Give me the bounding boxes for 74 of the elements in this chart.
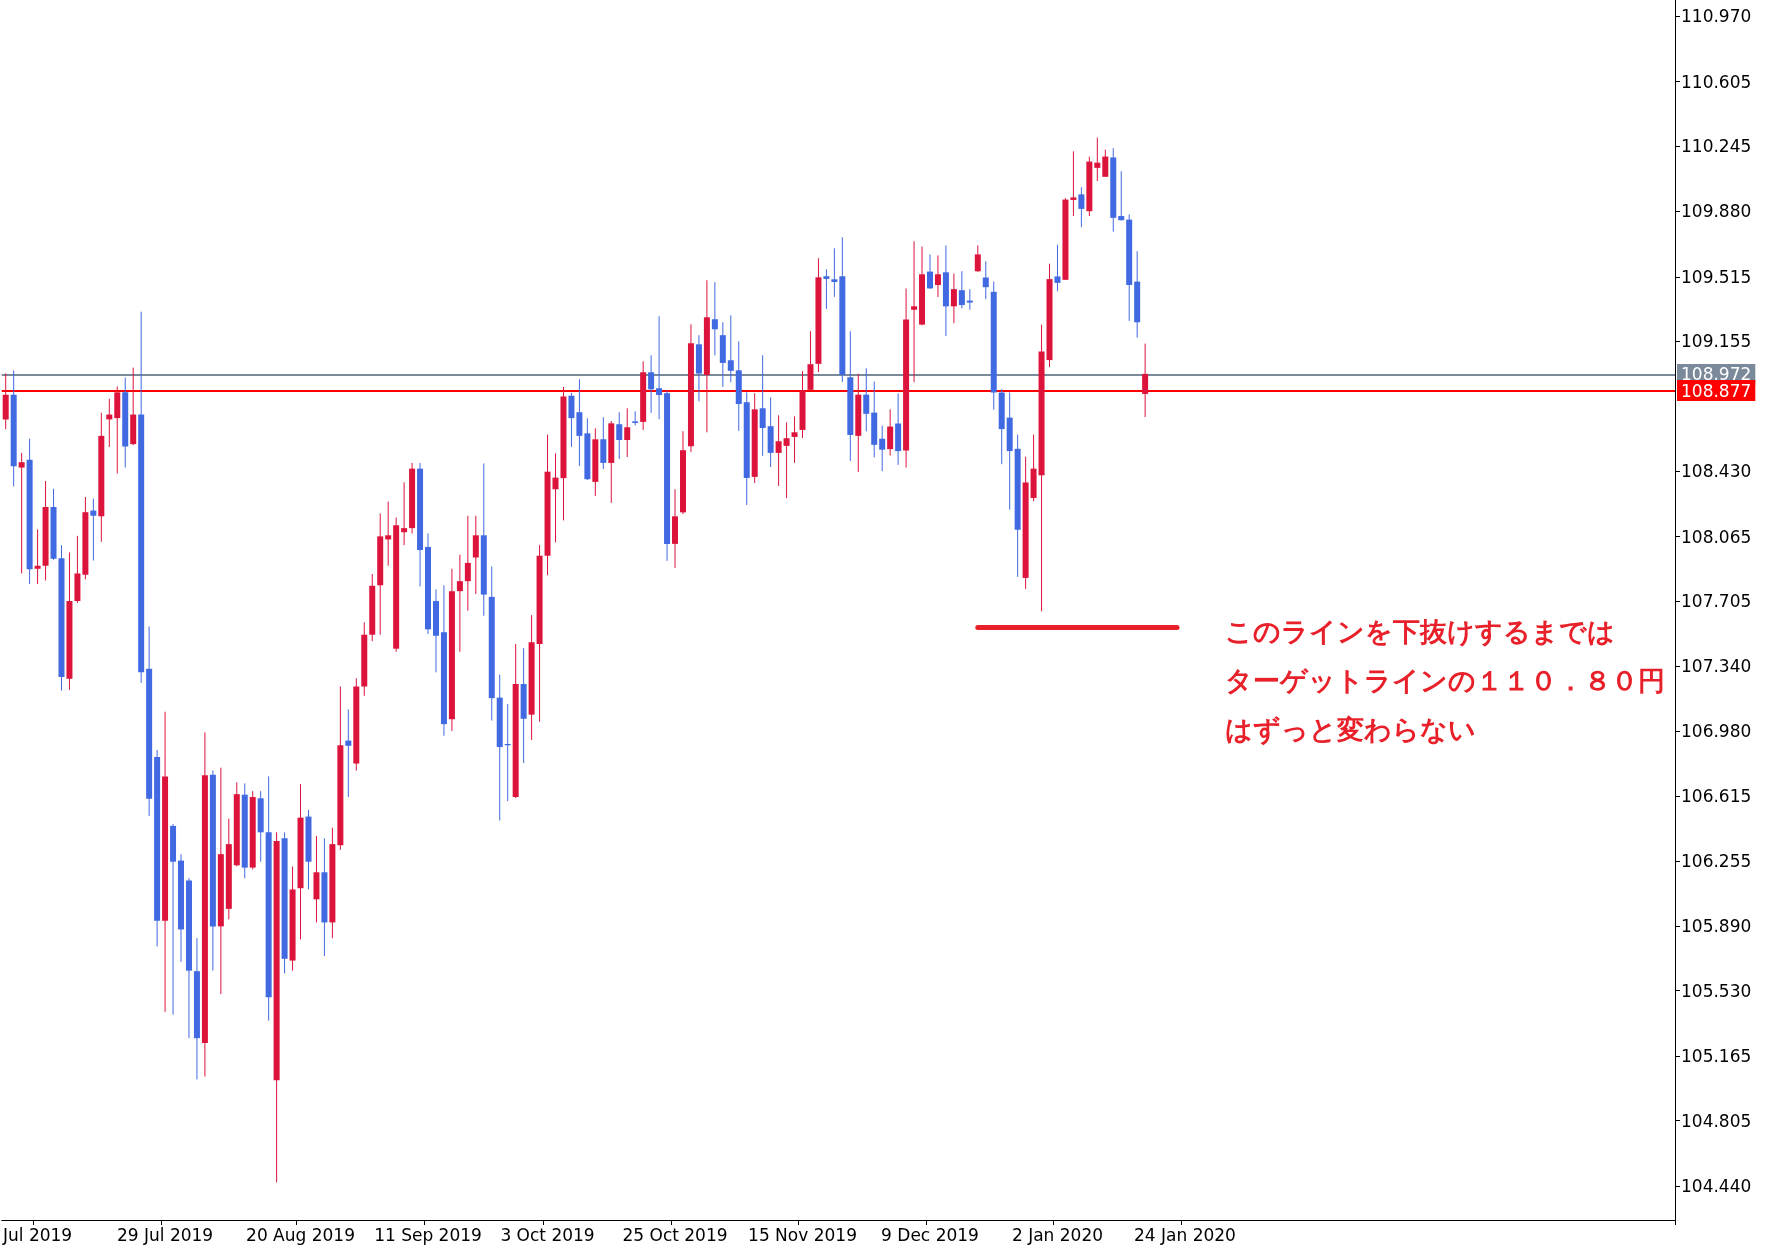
candlestick xyxy=(34,528,41,585)
y-tick-label: 110.605 xyxy=(1681,71,1752,92)
candlestick xyxy=(1078,186,1085,228)
y-tick-label: 108.430 xyxy=(1681,461,1752,482)
candlestick xyxy=(831,247,838,298)
candlestick xyxy=(624,407,631,458)
candlestick xyxy=(950,273,957,324)
candlestick xyxy=(1094,137,1101,182)
candlestick xyxy=(727,314,734,383)
candlestick xyxy=(1102,149,1109,178)
candlestick xyxy=(456,554,463,653)
y-tick-label: 109.515 xyxy=(1681,266,1752,287)
y-tick-label: 107.705 xyxy=(1681,591,1752,612)
candlestick xyxy=(711,281,718,356)
x-tick-label: 3 Oct 2019 xyxy=(500,1224,595,1245)
candlestick xyxy=(656,315,663,420)
candlestick xyxy=(600,416,607,470)
candlestick xyxy=(966,288,973,311)
annotation: このラインを下抜けするまでは xyxy=(1225,616,1615,647)
candlestick xyxy=(1054,244,1061,292)
candlestick xyxy=(552,452,559,543)
candlestick xyxy=(1142,343,1149,418)
candlestick xyxy=(934,254,941,298)
y-tick-label: 105.890 xyxy=(1681,916,1752,937)
candlestick xyxy=(616,411,623,460)
candlestick xyxy=(648,354,655,414)
y-tick-label: 110.245 xyxy=(1681,136,1752,157)
candlestick xyxy=(927,253,933,290)
y-tick-label: 109.880 xyxy=(1681,201,1752,222)
candlestick xyxy=(982,260,989,300)
candlestick xyxy=(472,515,479,595)
y-tick-label: 108.065 xyxy=(1681,526,1752,547)
candlestick xyxy=(775,414,782,487)
x-tick-label: 25 Oct 2019 xyxy=(622,1224,728,1245)
candlestick xyxy=(385,501,392,567)
x-tick-label: 11 Sep 2019 xyxy=(374,1224,482,1245)
candlestick xyxy=(401,481,408,546)
candlestick xyxy=(791,415,798,464)
candlestick xyxy=(879,425,886,472)
candlestick xyxy=(568,392,575,448)
y-tick-label: 104.440 xyxy=(1681,1175,1752,1196)
x-tick-label: 29 Jul 2019 xyxy=(116,1224,214,1245)
y-tick-label: 109.155 xyxy=(1681,331,1752,352)
candlestick xyxy=(974,244,981,273)
candlestick xyxy=(90,498,97,562)
candlestick xyxy=(823,268,830,310)
x-tick-label: Jul 2019 xyxy=(1,1224,73,1245)
y-tick-label: 104.805 xyxy=(1681,1110,1752,1131)
annotation: ターゲットラインの１１０．８０円 xyxy=(1225,665,1665,696)
x-tick-label: 15 Nov 2019 xyxy=(748,1224,857,1245)
candlestick xyxy=(887,408,894,457)
y-tick-label: 106.980 xyxy=(1681,720,1752,741)
x-tick-label: 20 Aug 2019 xyxy=(246,1224,355,1245)
candlestick xyxy=(464,515,471,612)
candlestick xyxy=(1070,150,1077,217)
candlestick xyxy=(759,354,766,457)
candlestick xyxy=(958,270,965,309)
candlestick xyxy=(18,452,25,574)
candlestick xyxy=(1118,170,1125,222)
y-tick-label: 106.255 xyxy=(1681,850,1752,871)
candlestick xyxy=(911,240,918,383)
y-tick-label: 106.615 xyxy=(1681,786,1752,807)
candlestick xyxy=(783,421,790,499)
annotation: はずっと変わらない xyxy=(1225,714,1476,746)
y-tick-label: 110.970 xyxy=(1681,6,1752,27)
y-tick-label: 105.530 xyxy=(1681,980,1752,1001)
y-tick-label: 105.165 xyxy=(1681,1046,1752,1067)
candlestick xyxy=(863,367,870,432)
x-tick-label: 2 Jan 2020 xyxy=(1011,1224,1104,1245)
x-tick-label: 24 Jan 2020 xyxy=(1134,1224,1236,1245)
x-tick-label: 9 Dec 2019 xyxy=(881,1224,979,1245)
candlestick xyxy=(576,378,583,467)
y-tick-label: 107.340 xyxy=(1681,656,1752,677)
candlestick xyxy=(345,708,352,798)
